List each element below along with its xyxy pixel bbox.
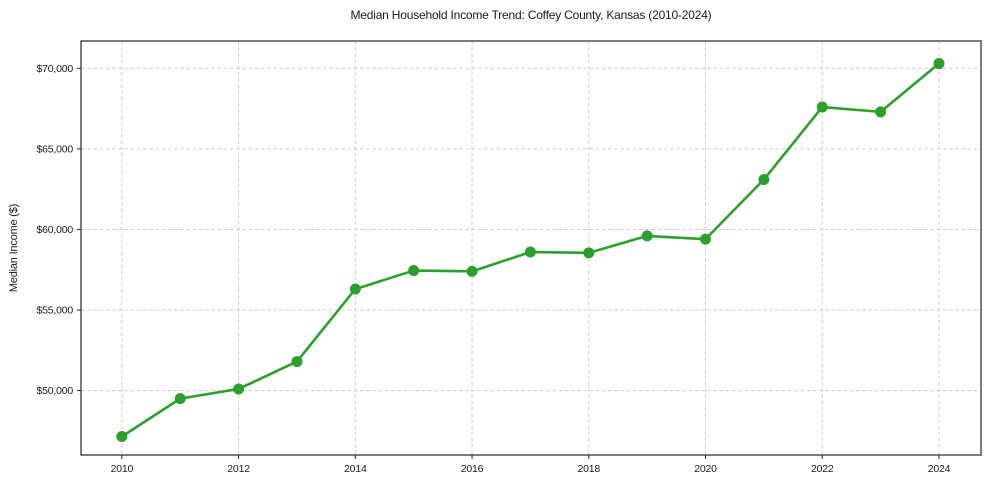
y-tick-label: $60,000 bbox=[36, 224, 73, 236]
x-tick-label: 2020 bbox=[694, 463, 717, 475]
data-point bbox=[933, 58, 945, 70]
y-tick-label: $55,000 bbox=[36, 305, 73, 317]
x-tick-label: 2014 bbox=[344, 463, 367, 475]
data-point bbox=[816, 101, 828, 113]
x-tick-label: 2018 bbox=[578, 463, 601, 475]
y-tick-label: $65,000 bbox=[36, 143, 73, 155]
data-point bbox=[116, 430, 128, 442]
data-point bbox=[174, 393, 186, 405]
x-tick-label: 2024 bbox=[928, 463, 951, 475]
data-point bbox=[466, 265, 478, 277]
data-point bbox=[291, 356, 303, 368]
data-point bbox=[875, 106, 887, 118]
x-tick-label: 2012 bbox=[227, 463, 250, 475]
x-tick-label: 2022 bbox=[811, 463, 834, 475]
y-tick-label: $70,000 bbox=[36, 63, 73, 75]
chart-title: Median Household Income Trend: Coffey Co… bbox=[350, 8, 712, 22]
data-point bbox=[408, 265, 420, 277]
data-point bbox=[758, 174, 770, 186]
x-tick-label: 2016 bbox=[461, 463, 484, 475]
data-point bbox=[349, 283, 361, 295]
data-point bbox=[700, 233, 712, 245]
data-point bbox=[583, 247, 595, 259]
plot-frame bbox=[80, 40, 982, 456]
data-point bbox=[641, 230, 653, 242]
data-point bbox=[233, 383, 245, 395]
x-tick-label: 2010 bbox=[111, 463, 134, 475]
y-tick-label: $50,000 bbox=[36, 385, 73, 397]
data-point bbox=[524, 246, 536, 258]
